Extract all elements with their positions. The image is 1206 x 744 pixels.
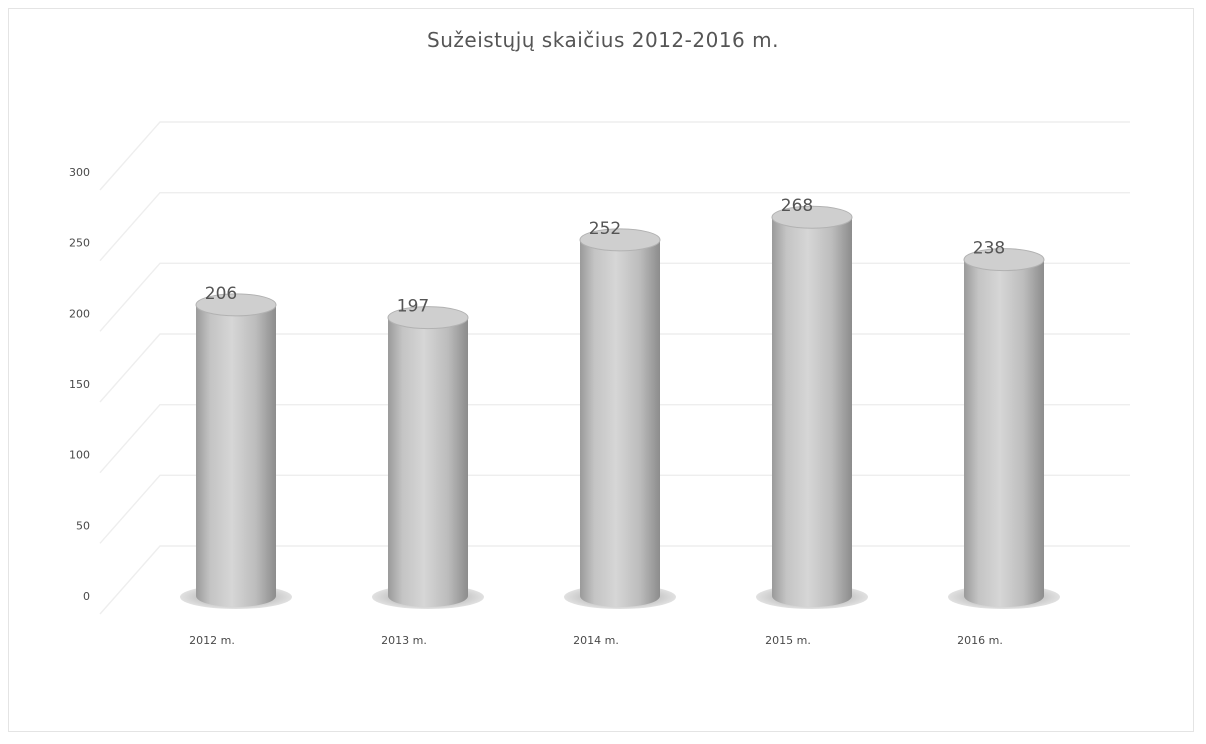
y-axis: 0 50 100 150 200 250 300 — [69, 166, 90, 603]
data-label: 197 — [397, 297, 429, 317]
y-tick-label: 150 — [69, 378, 90, 391]
data-label: 206 — [205, 284, 237, 304]
data-label: 238 — [973, 239, 1005, 259]
gridline — [99, 191, 1130, 262]
y-tick-label: 100 — [69, 449, 90, 462]
bar-top — [771, 205, 853, 229]
gridline — [99, 121, 1130, 191]
bar-body — [196, 304, 276, 607]
bar-top — [387, 306, 469, 330]
y-tick-label: 50 — [76, 519, 90, 532]
bar: 252 — [564, 219, 676, 609]
y-tick-label: 300 — [69, 166, 90, 179]
x-tick-label: 2016 m. — [957, 634, 1003, 647]
bar-body — [580, 239, 660, 607]
data-label: 268 — [781, 196, 813, 216]
x-tick-label: 2014 m. — [573, 634, 619, 647]
bar-top — [195, 293, 277, 317]
bar: 206 — [180, 284, 292, 609]
y-tick-label: 250 — [69, 237, 90, 250]
chart-title: Sužeistųjų skaičius 2012-2016 m. — [427, 28, 779, 52]
y-tick-label: 0 — [83, 590, 90, 603]
bar: 197 — [372, 297, 484, 609]
bar-body — [964, 259, 1044, 607]
bar-body — [772, 217, 852, 607]
bars: 206 197 252 268 238 — [180, 196, 1060, 609]
bar: 238 — [948, 239, 1060, 609]
bar-top — [579, 228, 661, 252]
x-tick-label: 2013 m. — [381, 634, 427, 647]
y-tick-label: 200 — [69, 307, 90, 320]
x-axis: 2012 m. 2013 m. 2014 m. 2015 m. 2016 m. — [189, 634, 1003, 647]
bar-body — [388, 317, 468, 607]
bar: 268 — [756, 196, 868, 609]
x-tick-label: 2012 m. — [189, 634, 235, 647]
bar-top — [963, 248, 1045, 272]
data-label: 252 — [589, 219, 621, 239]
x-tick-label: 2015 m. — [765, 634, 811, 647]
